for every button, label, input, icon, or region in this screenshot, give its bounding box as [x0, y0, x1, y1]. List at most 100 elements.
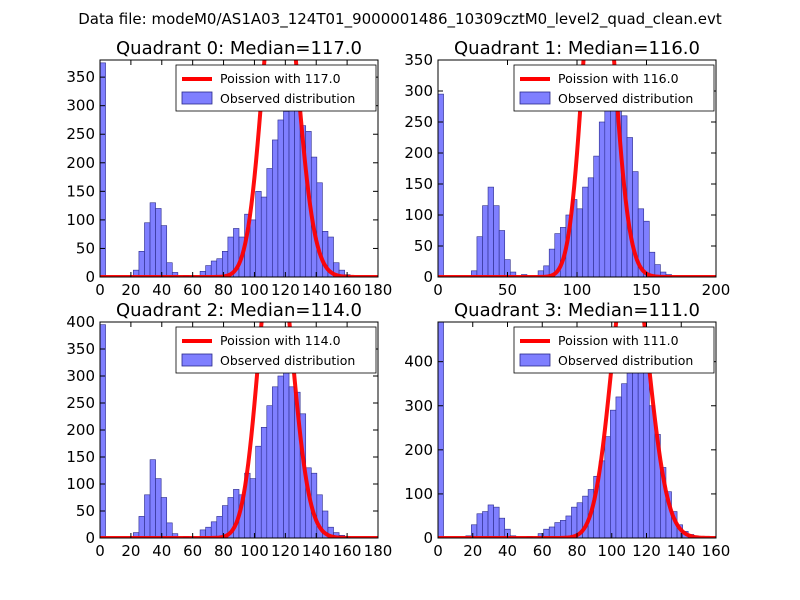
histogram-bar — [498, 517, 506, 538]
histogram-bar — [294, 105, 301, 277]
poisson-curve — [100, 60, 378, 277]
histogram-bar — [144, 494, 151, 538]
y-tick-label: 350 — [66, 68, 95, 86]
histogram-bar — [587, 177, 594, 277]
x-tick-label: 0 — [433, 542, 443, 560]
y-tick-label: 300 — [404, 82, 433, 100]
y-tick-label: 150 — [66, 448, 95, 466]
x-tick-label: 100 — [563, 281, 592, 299]
histogram-bar — [288, 386, 295, 538]
legend-observed-label: Observed distribution — [558, 91, 693, 106]
y-tick-label: 150 — [404, 175, 433, 193]
x-tick-label: 80 — [567, 542, 586, 560]
y-tick-label: 100 — [404, 206, 433, 224]
histogram-bar — [554, 522, 561, 538]
y-tick-label: 400 — [66, 313, 95, 331]
histogram-bar — [266, 405, 273, 538]
y-tick-label: 250 — [404, 113, 433, 131]
histogram-bar — [643, 370, 650, 538]
x-tick-label: 20 — [121, 281, 140, 299]
histogram-bar — [210, 521, 218, 538]
poisson-curve — [100, 322, 378, 538]
x-tick-label: 120 — [632, 542, 661, 560]
y-tick-label: 200 — [404, 144, 433, 162]
histogram-bar — [283, 111, 290, 277]
x-tick-label: 180 — [364, 542, 393, 560]
x-tick-label: 140 — [302, 281, 331, 299]
histogram-bar — [482, 511, 489, 538]
x-tick-label: 0 — [95, 542, 105, 560]
x-tick-label: 40 — [498, 542, 517, 560]
y-tick-label: 200 — [66, 421, 95, 439]
histogram-bar — [476, 513, 483, 538]
x-tick-label: 120 — [271, 542, 300, 560]
histogram-bar — [138, 251, 145, 277]
x-tick-label: 160 — [702, 542, 731, 560]
legend-observed-label: Observed distribution — [558, 353, 693, 368]
histogram-bar — [155, 208, 162, 277]
histogram-bar — [637, 352, 645, 538]
histogram-bar — [604, 436, 611, 538]
histogram-bar — [493, 205, 500, 277]
histogram-bar — [327, 236, 334, 277]
quadrant-3-chart: 0 20 40 60 80 100 120 140 160 0 100 200 300 400 Quadra… — [404, 300, 731, 560]
legend-observed-swatch — [519, 353, 551, 367]
legend-poisson-label: Poission with 114.0 — [220, 333, 341, 348]
histogram-bar — [626, 365, 633, 538]
histogram-bar — [438, 322, 444, 538]
histogram-bar — [621, 383, 628, 538]
y-tick-label: 200 — [66, 154, 95, 172]
histogram-bar — [615, 396, 622, 538]
y-tick-label: 150 — [66, 182, 95, 200]
y-tick-label: 350 — [404, 51, 433, 69]
y-tick-label: 100 — [66, 475, 95, 493]
y-tick-label: 350 — [66, 340, 95, 358]
x-tick-label: 60 — [183, 281, 202, 299]
x-tick-label: 140 — [667, 542, 696, 560]
x-tick-label: 150 — [632, 281, 661, 299]
x-tick-label: 80 — [214, 542, 233, 560]
histogram-bar — [216, 516, 223, 538]
histogram-bar — [283, 370, 290, 538]
x-tick-label: 140 — [302, 542, 331, 560]
y-tick-label: 300 — [66, 97, 95, 115]
histogram-bar — [476, 236, 483, 277]
histogram-bar — [593, 155, 600, 277]
histogram-bar — [272, 139, 279, 277]
histogram-bar — [610, 409, 617, 538]
y-tick-label: 400 — [404, 353, 433, 371]
histogram-bar — [482, 205, 489, 277]
y-tick-label: 0 — [423, 529, 433, 547]
histogram-bar — [160, 497, 168, 538]
histogram-bar — [654, 264, 661, 277]
y-tick-label: 0 — [85, 268, 95, 286]
x-tick-label: 60 — [183, 542, 202, 560]
histogram-bar — [260, 196, 268, 277]
histogram-bar — [255, 445, 262, 538]
x-tick-label: 40 — [152, 542, 171, 560]
histogram-bar — [560, 520, 567, 538]
legend-observed-label: Observed distribution — [220, 91, 355, 106]
histogram-bar — [493, 506, 500, 538]
histogram-bar — [144, 222, 151, 277]
histogram-bar — [155, 478, 162, 538]
histogram-bar — [498, 230, 506, 277]
histogram-bar — [210, 260, 218, 277]
histogram-bar — [277, 375, 284, 538]
y-tick-label: 0 — [423, 268, 433, 286]
y-tick-label: 0 — [85, 529, 95, 547]
histogram-bar — [149, 459, 156, 538]
histogram-bar — [322, 510, 329, 538]
histogram-bar — [504, 259, 511, 277]
histogram-bar — [100, 324, 106, 538]
y-tick-label: 250 — [66, 394, 95, 412]
histogram-bar — [316, 182, 323, 277]
x-tick-label: 0 — [95, 281, 105, 299]
histogram-bar — [272, 386, 279, 538]
histogram-bar — [249, 219, 256, 277]
histogram-bar — [171, 272, 179, 277]
histogram-bar — [338, 269, 345, 277]
histogram-bar — [604, 109, 611, 277]
histogram-bar — [160, 225, 168, 277]
